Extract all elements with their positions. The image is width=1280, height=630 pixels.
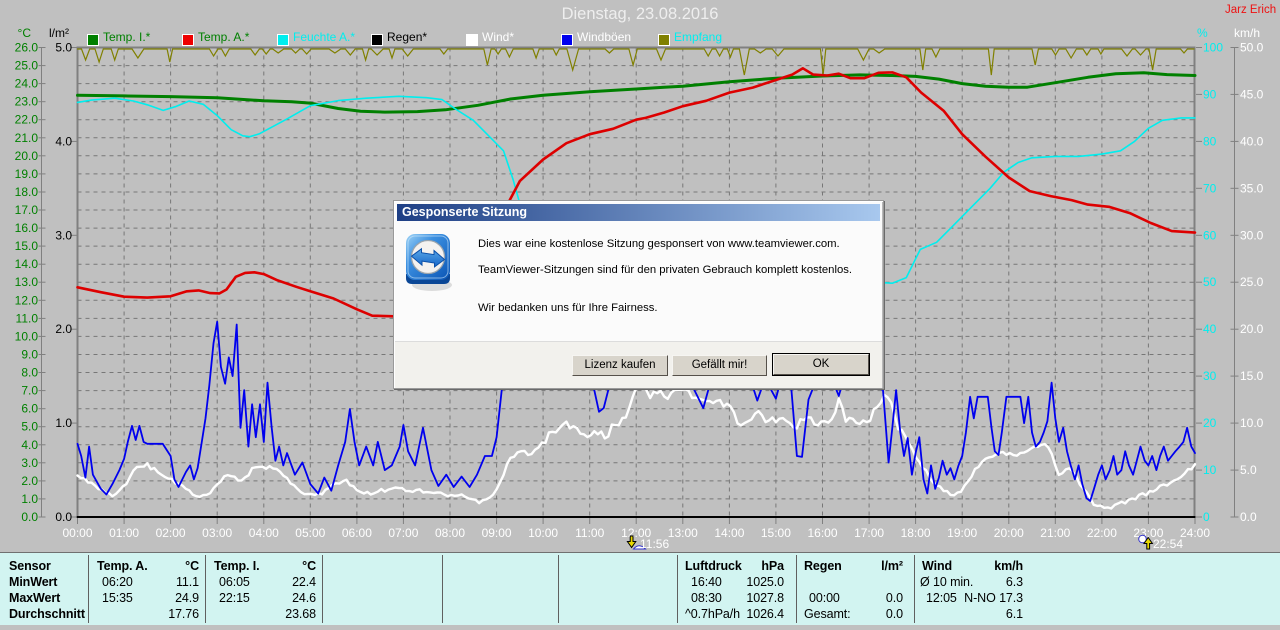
svg-text:7.0: 7.0	[21, 384, 38, 398]
svg-text:12.0: 12.0	[15, 293, 39, 307]
svg-text:26.0: 26.0	[15, 41, 39, 55]
svg-text:11:00: 11:00	[575, 526, 604, 540]
svg-text:10: 10	[1203, 463, 1217, 477]
svg-text:0: 0	[1203, 510, 1210, 524]
svg-text:20:00: 20:00	[994, 526, 1024, 540]
svg-text:24:00: 24:00	[1180, 526, 1210, 540]
svg-text:22.0: 22.0	[15, 113, 39, 127]
svg-text:10.0: 10.0	[1240, 416, 1264, 430]
svg-text:2.0: 2.0	[55, 322, 72, 336]
svg-text:45.0: 45.0	[1240, 87, 1264, 101]
svg-text:17.0: 17.0	[15, 203, 39, 217]
svg-text:19.0: 19.0	[15, 167, 39, 181]
svg-text:1.0: 1.0	[55, 416, 72, 430]
svg-text:3.0: 3.0	[21, 456, 38, 470]
svg-text:18.0: 18.0	[15, 185, 39, 199]
svg-text:22:54: 22:54	[1153, 537, 1183, 551]
svg-text:00:00: 00:00	[62, 526, 92, 540]
svg-text:50: 50	[1203, 275, 1217, 289]
svg-text:21.0: 21.0	[15, 131, 39, 145]
svg-text:2.0: 2.0	[21, 474, 38, 488]
svg-text:17:00: 17:00	[854, 526, 884, 540]
svg-text:14:00: 14:00	[714, 526, 744, 540]
svg-text:11.0: 11.0	[16, 311, 39, 325]
svg-text:5.0: 5.0	[1240, 463, 1257, 477]
svg-text:16:00: 16:00	[807, 526, 837, 540]
svg-text:13.0: 13.0	[15, 275, 39, 289]
svg-text:30.0: 30.0	[1240, 228, 1264, 242]
svg-text:20: 20	[1203, 416, 1217, 430]
svg-text:24.0: 24.0	[15, 77, 39, 91]
svg-text:0.0: 0.0	[1240, 510, 1257, 524]
svg-text:22:00: 22:00	[1087, 526, 1117, 540]
svg-text:20.0: 20.0	[1240, 322, 1264, 336]
svg-text:25.0: 25.0	[15, 59, 39, 73]
svg-text:35.0: 35.0	[1240, 181, 1264, 195]
svg-text:10:00: 10:00	[528, 526, 558, 540]
svg-text:4.0: 4.0	[21, 438, 38, 452]
svg-text:09:00: 09:00	[482, 526, 512, 540]
svg-text:50.0: 50.0	[1240, 41, 1264, 55]
svg-text:1.0: 1.0	[21, 492, 38, 506]
svg-text:°C: °C	[18, 26, 32, 40]
svg-text:9.0: 9.0	[21, 348, 38, 362]
svg-text:18:00: 18:00	[901, 526, 931, 540]
svg-text:02:00: 02:00	[156, 526, 186, 540]
svg-text:40.0: 40.0	[1240, 134, 1264, 148]
svg-text:23.0: 23.0	[15, 95, 39, 109]
svg-text:21:00: 21:00	[1040, 526, 1070, 540]
svg-text:30: 30	[1203, 369, 1217, 383]
svg-text:25.0: 25.0	[1240, 275, 1264, 289]
svg-text:20.0: 20.0	[15, 149, 39, 163]
svg-text:5.0: 5.0	[55, 41, 72, 55]
svg-text:0.0: 0.0	[21, 510, 38, 524]
svg-text:km/h: km/h	[1234, 26, 1260, 40]
svg-text:19:00: 19:00	[947, 526, 977, 540]
svg-text:70: 70	[1203, 181, 1217, 195]
svg-text:10.0: 10.0	[15, 329, 39, 343]
svg-text:15.0: 15.0	[1240, 369, 1264, 383]
svg-text:03:00: 03:00	[202, 526, 232, 540]
svg-text:80: 80	[1203, 134, 1217, 148]
svg-text:16.0: 16.0	[15, 221, 39, 235]
svg-text:08:00: 08:00	[435, 526, 465, 540]
svg-text:8.0: 8.0	[21, 366, 38, 380]
svg-text:60: 60	[1203, 228, 1217, 242]
svg-text:07:00: 07:00	[388, 526, 418, 540]
svg-text:01:00: 01:00	[109, 526, 139, 540]
svg-text:15:00: 15:00	[761, 526, 791, 540]
svg-text:14.0: 14.0	[15, 257, 39, 271]
svg-text:11:56: 11:56	[640, 537, 669, 551]
svg-text:04:00: 04:00	[249, 526, 279, 540]
svg-text:6.0: 6.0	[21, 402, 38, 416]
svg-text:15.0: 15.0	[15, 239, 39, 253]
svg-text:40: 40	[1203, 322, 1217, 336]
svg-text:%: %	[1197, 26, 1208, 40]
svg-text:l/m²: l/m²	[49, 26, 69, 40]
svg-text:4.0: 4.0	[55, 134, 72, 148]
svg-text:0.0: 0.0	[55, 510, 72, 524]
svg-text:12:00: 12:00	[621, 526, 651, 540]
svg-text:05:00: 05:00	[295, 526, 325, 540]
svg-text:100: 100	[1203, 41, 1223, 55]
svg-text:90: 90	[1203, 87, 1217, 101]
svg-text:06:00: 06:00	[342, 526, 372, 540]
svg-text:13:00: 13:00	[668, 526, 698, 540]
svg-text:5.0: 5.0	[21, 420, 38, 434]
svg-text:3.0: 3.0	[55, 228, 72, 242]
